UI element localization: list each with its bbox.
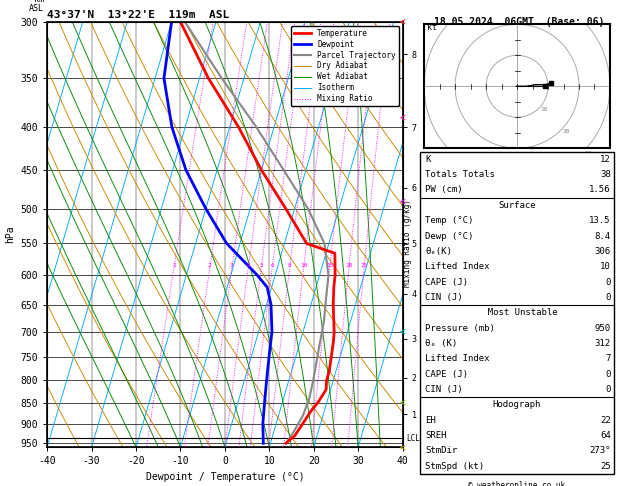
Text: 30: 30 [584, 151, 592, 156]
Text: 25: 25 [600, 462, 611, 470]
Text: <: < [399, 113, 406, 123]
Text: <: < [399, 442, 406, 452]
Text: StmSpd (kt): StmSpd (kt) [425, 462, 484, 470]
Text: <: < [399, 196, 406, 206]
Text: 6: 6 [270, 263, 274, 268]
Text: 8.4: 8.4 [594, 231, 611, 241]
Text: <: < [399, 327, 406, 337]
Text: km
ASL: km ASL [29, 0, 43, 13]
Text: CAPE (J): CAPE (J) [425, 278, 468, 287]
Text: 0: 0 [605, 278, 611, 287]
Text: 10: 10 [540, 107, 548, 112]
Text: Pressure (mb): Pressure (mb) [425, 324, 495, 332]
Text: StmDir: StmDir [425, 446, 457, 455]
Text: 64: 64 [600, 431, 611, 440]
Text: LCL: LCL [406, 434, 420, 443]
Text: 0: 0 [605, 293, 611, 302]
Text: 25: 25 [360, 263, 368, 268]
Text: 2: 2 [208, 263, 211, 268]
Text: θₑ(K): θₑ(K) [425, 247, 452, 256]
Text: 10: 10 [300, 263, 308, 268]
Text: 0: 0 [605, 385, 611, 394]
Text: 20: 20 [345, 263, 353, 268]
Text: Surface: Surface [498, 201, 536, 210]
Text: © weatheronline.co.uk: © weatheronline.co.uk [469, 481, 565, 486]
Text: 7: 7 [605, 354, 611, 363]
Text: Dewp (°C): Dewp (°C) [425, 231, 474, 241]
Text: Lifted Index: Lifted Index [425, 262, 490, 271]
Text: 950: 950 [594, 324, 611, 332]
Text: PW (cm): PW (cm) [425, 186, 463, 194]
Text: 12: 12 [600, 155, 611, 164]
Text: 3: 3 [230, 263, 234, 268]
Text: kt: kt [427, 23, 437, 33]
Text: <: < [399, 398, 406, 408]
Text: 1.56: 1.56 [589, 186, 611, 194]
Text: θₑ (K): θₑ (K) [425, 339, 457, 348]
Legend: Temperature, Dewpoint, Parcel Trajectory, Dry Adiabat, Wet Adiabat, Isotherm, Mi: Temperature, Dewpoint, Parcel Trajectory… [291, 26, 399, 106]
Text: CIN (J): CIN (J) [425, 293, 463, 302]
Text: <: < [399, 17, 406, 27]
Text: 43°37'N  13°22'E  119m  ASL: 43°37'N 13°22'E 119m ASL [47, 10, 230, 20]
Text: Mixing Ratio (g/kg): Mixing Ratio (g/kg) [403, 199, 412, 287]
Text: 8: 8 [288, 263, 292, 268]
Text: 4: 4 [247, 263, 250, 268]
Text: Temp (°C): Temp (°C) [425, 216, 474, 225]
Text: 312: 312 [594, 339, 611, 348]
Y-axis label: hPa: hPa [5, 226, 15, 243]
Text: 5: 5 [259, 263, 263, 268]
Text: CIN (J): CIN (J) [425, 385, 463, 394]
Text: 273°: 273° [589, 446, 611, 455]
Text: 10: 10 [600, 262, 611, 271]
Text: 20: 20 [562, 129, 570, 134]
Text: SREH: SREH [425, 431, 447, 440]
Text: 15: 15 [326, 263, 333, 268]
Text: Totals Totals: Totals Totals [425, 170, 495, 179]
Text: Hodograph: Hodograph [493, 400, 541, 409]
Text: 306: 306 [594, 247, 611, 256]
Text: K: K [425, 155, 431, 164]
Text: 13.5: 13.5 [589, 216, 611, 225]
X-axis label: Dewpoint / Temperature (°C): Dewpoint / Temperature (°C) [145, 472, 304, 482]
Text: CAPE (J): CAPE (J) [425, 370, 468, 379]
Text: Most Unstable: Most Unstable [477, 308, 557, 317]
Text: 18.05.2024  06GMT  (Base: 06): 18.05.2024 06GMT (Base: 06) [434, 17, 604, 27]
Text: 22: 22 [600, 416, 611, 425]
Text: 0: 0 [605, 370, 611, 379]
Text: Lifted Index: Lifted Index [425, 354, 490, 363]
Text: EH: EH [425, 416, 436, 425]
Text: 1: 1 [172, 263, 175, 268]
Text: 38: 38 [600, 170, 611, 179]
